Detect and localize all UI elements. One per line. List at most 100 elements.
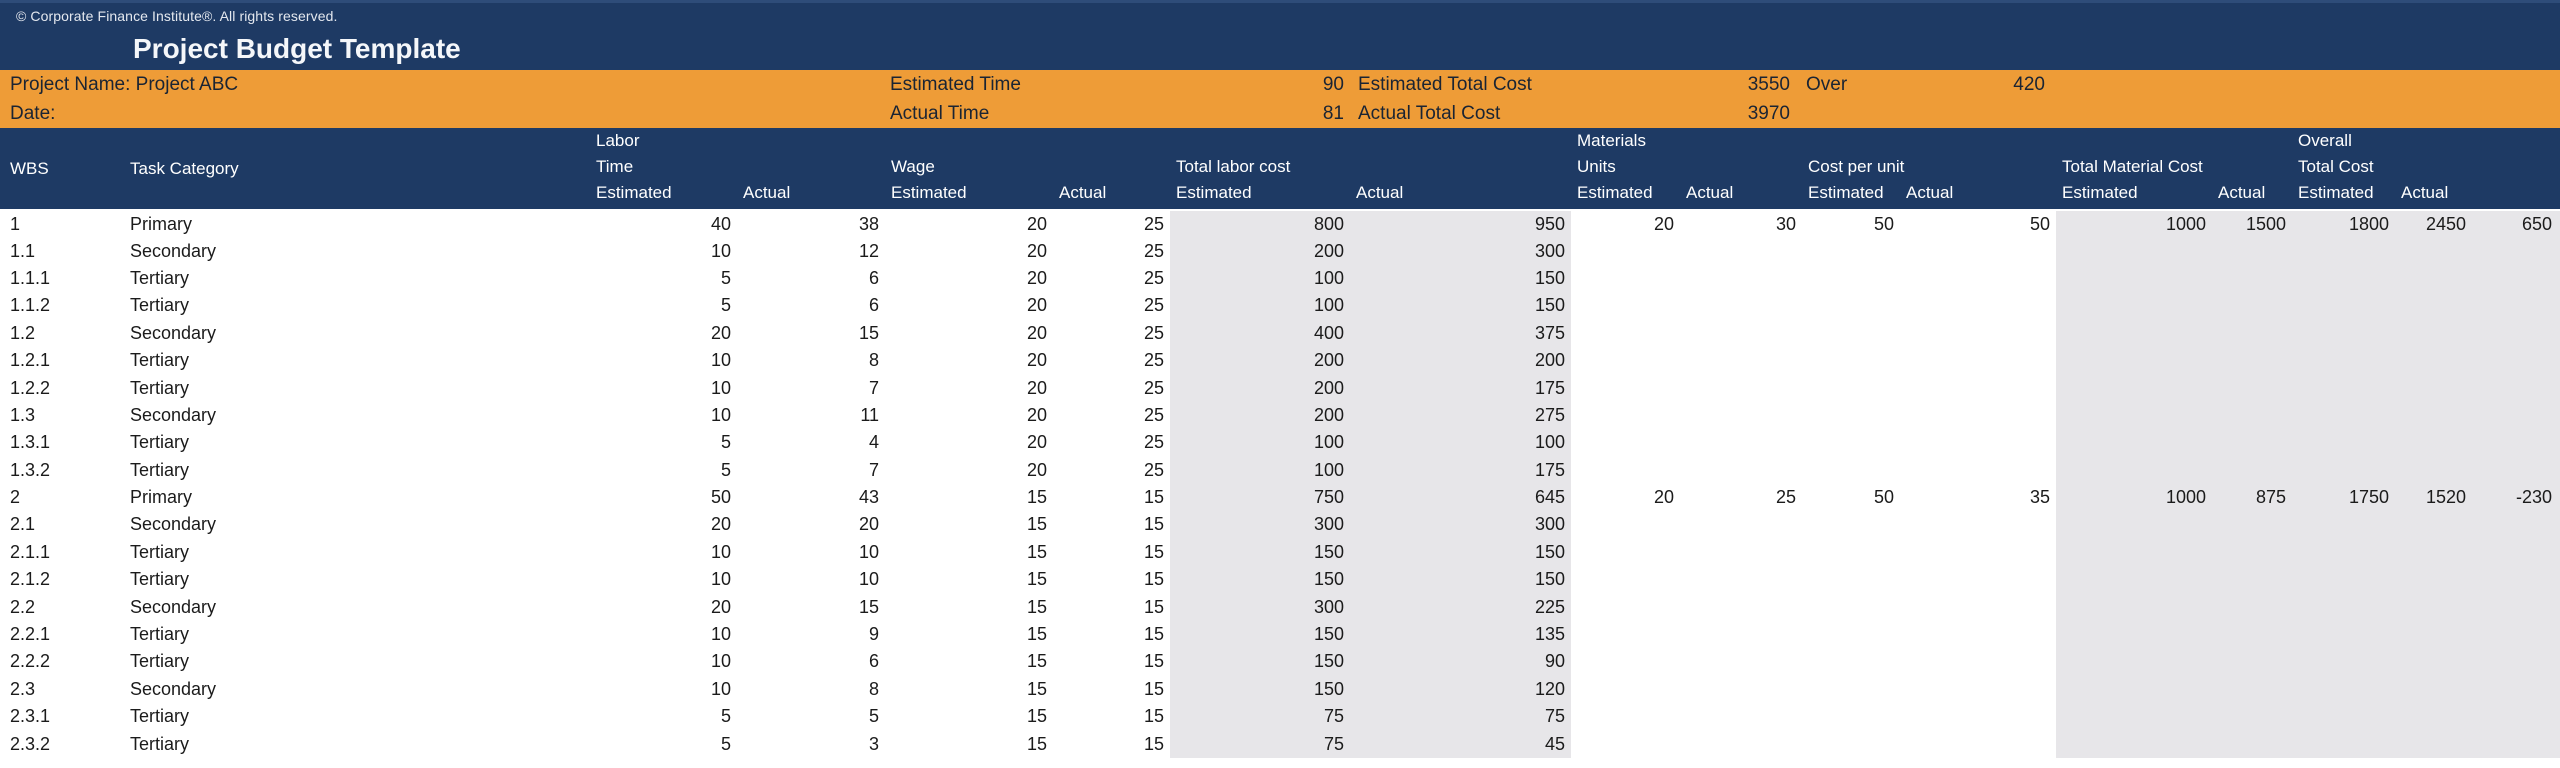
over-label-cell[interactable]: Over (1806, 73, 1848, 95)
cell-task-category[interactable]: Primary (130, 487, 192, 508)
cell-overall-total-cost-actual[interactable] (2395, 401, 2472, 430)
cell-overall-total-cost-estimated[interactable] (2292, 456, 2395, 484)
cell-wage-actual[interactable]: 25 (1143, 213, 1164, 234)
cell-overall-total-cost-actual[interactable] (2395, 703, 2472, 731)
cell-total-material-cost-estimated[interactable] (2056, 511, 2212, 539)
cell-overall-total-cost-estimated[interactable] (2292, 401, 2395, 430)
cell-cost-per-unit-actual[interactable]: 50 (2029, 213, 2050, 234)
cell-overall-total-cost-estimated[interactable] (2292, 346, 2395, 375)
cell-total-labor-cost-estimated[interactable]: 100 (1170, 429, 1350, 457)
cell-labor-time-estimated[interactable]: 5 (720, 295, 731, 316)
cell-cost-per-unit-estimated[interactable] (1802, 621, 1900, 648)
cell-wage-estimated[interactable]: 20 (1026, 213, 1047, 234)
cell-task-category[interactable]: Secondary (130, 514, 217, 535)
cell-overall-total-cost-actual[interactable] (2395, 675, 2472, 704)
column-header-cost-per-unit-estimated[interactable]: Cost per unit Estimated (1802, 128, 1904, 211)
cell-task-category[interactable]: Secondary (130, 596, 217, 617)
cell-wage-actual[interactable]: 15 (1143, 624, 1164, 645)
column-header-materials-units-actual[interactable]: Actual (1680, 128, 1802, 211)
cell-over-under[interactable] (2472, 319, 2560, 347)
cell-overall-total-cost-actual[interactable]: 2450 (2395, 210, 2472, 238)
cell-over-under[interactable] (2472, 730, 2560, 758)
cell-materials-units-actual[interactable] (1680, 347, 1802, 374)
cell-labor-time-actual[interactable]: 5 (868, 706, 879, 727)
cell-labor-time-estimated[interactable]: 5 (720, 267, 731, 288)
cell-materials-units-estimated[interactable] (1571, 703, 1680, 730)
cell-overall-total-cost-estimated[interactable] (2292, 538, 2395, 567)
cell-total-labor-cost-estimated[interactable]: 400 (1170, 319, 1350, 347)
cell-overall-total-cost-actual[interactable] (2395, 264, 2472, 293)
cell-over-under[interactable] (2472, 538, 2560, 567)
cell-cost-per-unit-estimated[interactable] (1802, 374, 1900, 401)
cell-materials-units-estimated[interactable] (1571, 292, 1680, 319)
cell-total-labor-cost-estimated[interactable]: 150 (1170, 620, 1350, 649)
cell-total-material-cost-actual[interactable] (2212, 374, 2292, 402)
cell-overall-total-cost-estimated[interactable] (2292, 648, 2395, 676)
cell-task-category[interactable]: Tertiary (130, 267, 190, 288)
cell-total-labor-cost-actual[interactable]: 375 (1350, 319, 1571, 347)
over-value-cell[interactable]: 420 (2013, 73, 2045, 95)
cell-over-under[interactable] (2472, 401, 2560, 430)
cell-cost-per-unit-actual[interactable] (1900, 237, 2056, 264)
cell-over-under[interactable] (2472, 429, 2560, 457)
cell-total-labor-cost-estimated[interactable]: 100 (1170, 264, 1350, 293)
cell-labor-time-estimated[interactable]: 10 (710, 624, 731, 645)
cell-cost-per-unit-estimated[interactable] (1802, 593, 1900, 620)
actual-time-value-cell[interactable]: 81 (1322, 102, 1344, 124)
cell-wbs[interactable]: 1.2 (10, 322, 36, 343)
cell-cost-per-unit-estimated[interactable] (1802, 676, 1900, 703)
cell-wbs[interactable]: 2 (10, 487, 21, 508)
cell-labor-time-actual[interactable]: 15 (858, 596, 879, 617)
cell-wbs[interactable]: 1.2.2 (10, 377, 51, 398)
cell-wage-estimated[interactable]: 20 (1026, 350, 1047, 371)
cell-total-labor-cost-actual[interactable]: 120 (1350, 675, 1571, 704)
cell-wage-estimated[interactable]: 15 (1026, 569, 1047, 590)
cell-task-category[interactable]: Tertiary (130, 651, 190, 672)
cell-materials-units-estimated[interactable]: 20 (1653, 487, 1674, 508)
cell-total-labor-cost-estimated[interactable]: 75 (1170, 730, 1350, 758)
column-header-total-material-cost-actual[interactable]: Actual (2212, 128, 2292, 211)
cell-total-labor-cost-actual[interactable]: 175 (1350, 456, 1571, 484)
column-header-cost-per-unit-actual[interactable]: Actual (1900, 128, 2056, 211)
cell-wage-actual[interactable]: 15 (1143, 569, 1164, 590)
cell-task-category[interactable]: Tertiary (130, 377, 190, 398)
cell-cost-per-unit-actual[interactable] (1900, 429, 2056, 456)
cell-total-material-cost-actual[interactable] (2212, 703, 2292, 731)
cell-total-material-cost-actual[interactable] (2212, 346, 2292, 375)
cell-over-under[interactable] (2472, 675, 2560, 704)
cell-task-category[interactable]: Tertiary (130, 624, 190, 645)
actual-total-cost-label-cell[interactable]: Actual Total Cost (1358, 102, 1501, 124)
cell-cost-per-unit-estimated[interactable] (1802, 703, 1900, 730)
cell-task-category[interactable]: Tertiary (130, 541, 190, 562)
cell-labor-time-actual[interactable]: 4 (868, 432, 879, 453)
cell-materials-units-estimated[interactable] (1571, 374, 1680, 401)
cell-total-labor-cost-estimated[interactable]: 100 (1170, 456, 1350, 484)
column-header-labor-time-actual[interactable]: Actual (737, 128, 885, 211)
cell-wage-actual[interactable]: 15 (1143, 514, 1164, 535)
cell-materials-units-actual[interactable] (1680, 292, 1802, 319)
cell-cost-per-unit-actual[interactable] (1900, 621, 2056, 648)
cell-over-under[interactable]: 650 (2472, 210, 2560, 238)
cell-overall-total-cost-estimated[interactable] (2292, 237, 2395, 265)
cell-overall-total-cost-estimated[interactable] (2292, 429, 2395, 457)
cell-total-labor-cost-actual[interactable]: 90 (1350, 648, 1571, 676)
cell-materials-units-actual[interactable] (1680, 730, 1802, 757)
cell-total-material-cost-estimated[interactable] (2056, 456, 2212, 484)
cell-labor-time-actual[interactable]: 8 (868, 350, 879, 371)
cell-over-under[interactable] (2472, 346, 2560, 375)
cell-total-labor-cost-estimated[interactable]: 150 (1170, 648, 1350, 676)
cell-total-labor-cost-actual[interactable]: 45 (1350, 730, 1571, 758)
cell-materials-units-actual[interactable] (1680, 374, 1802, 401)
cell-wage-estimated[interactable]: 15 (1026, 706, 1047, 727)
cell-total-labor-cost-estimated[interactable]: 150 (1170, 675, 1350, 704)
cell-cost-per-unit-estimated[interactable] (1802, 237, 1900, 264)
cell-cost-per-unit-actual[interactable] (1900, 265, 2056, 292)
cell-cost-per-unit-estimated[interactable] (1802, 457, 1900, 484)
cell-wage-actual[interactable]: 25 (1143, 322, 1164, 343)
cell-over-under[interactable] (2472, 264, 2560, 293)
cell-total-labor-cost-estimated[interactable]: 750 (1170, 483, 1350, 512)
cell-cost-per-unit-estimated[interactable] (1802, 511, 1900, 538)
cell-total-material-cost-estimated[interactable] (2056, 374, 2212, 402)
cell-total-material-cost-actual[interactable] (2212, 237, 2292, 265)
cell-materials-units-actual[interactable] (1680, 237, 1802, 264)
